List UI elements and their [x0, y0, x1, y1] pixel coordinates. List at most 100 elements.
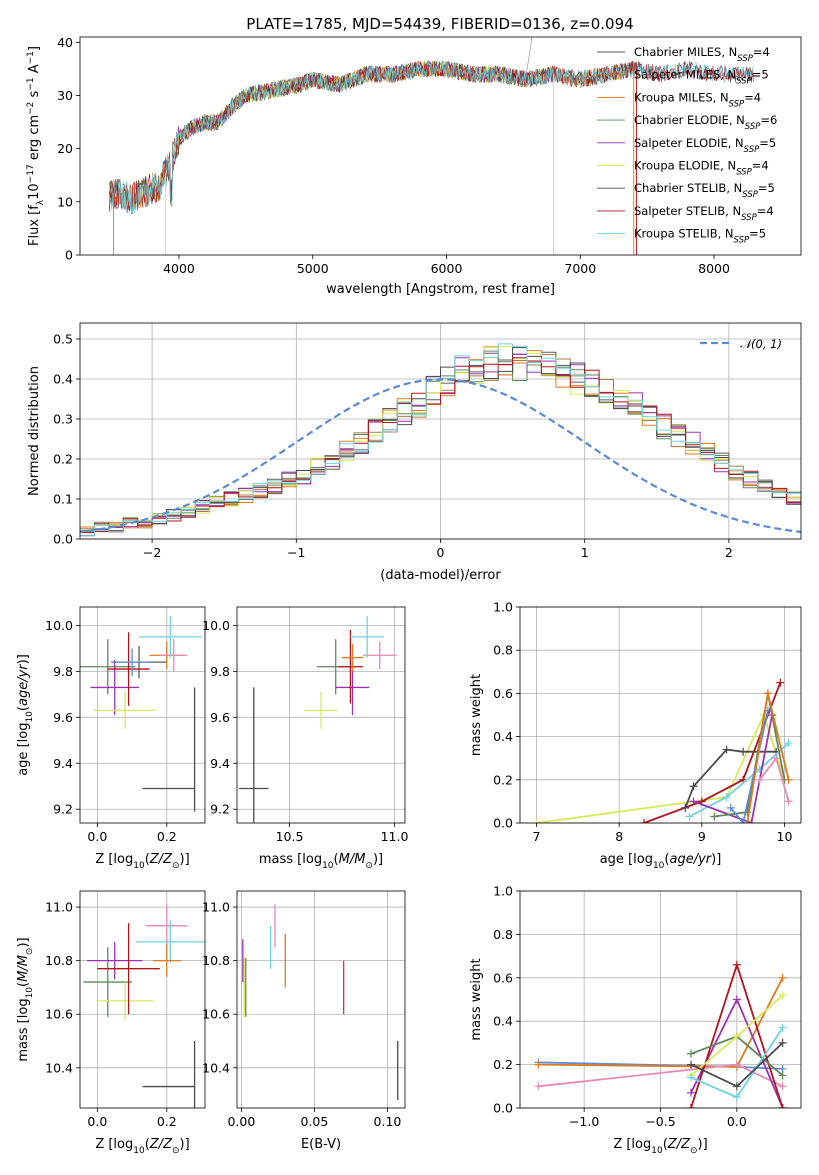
y-tick-label: 0.3 — [53, 412, 73, 427]
y-tick-label: 9.4 — [210, 756, 230, 771]
y-axis-label: age [log10(age/yr)] — [16, 654, 35, 776]
histogram-series — [80, 343, 801, 537]
legend-entry-suffix: =4 — [757, 204, 774, 218]
y-tick-label: 0 — [65, 248, 73, 263]
y-tick-label: 9.6 — [53, 710, 73, 725]
y-axis-label: Normed distribution — [27, 366, 42, 496]
weight-point-marker — [739, 819, 748, 823]
y-axis-label-part: 10 — [27, 183, 42, 200]
weight-point-marker — [778, 1038, 787, 1047]
weight-vs-z-plot-area — [534, 960, 787, 1108]
y-axis-label: mass weight — [469, 674, 484, 756]
y-tick-label: 10.6 — [202, 1007, 230, 1022]
x-tick-label: 0.00 — [227, 1114, 255, 1129]
y-axis-label-part: λ — [36, 199, 46, 205]
weight-point-marker — [687, 1104, 696, 1108]
weight-point-marker — [532, 819, 541, 823]
weight-point-marker — [755, 775, 764, 784]
y-tick-label: 10.6 — [45, 1007, 73, 1022]
legend-entry-suffix: =4 — [744, 90, 761, 104]
y-tick-label: 11.0 — [45, 900, 73, 915]
weight-point-marker — [687, 1073, 696, 1082]
x-axis-label-part: age [log — [600, 852, 653, 867]
histogram-series — [80, 346, 801, 532]
weight-point-marker — [778, 1082, 787, 1091]
legend-entry-sub: SSP — [745, 122, 761, 132]
x-tick-label: 1 — [581, 545, 589, 560]
x-axis-label-part: Z/Z — [149, 1137, 173, 1152]
x-axis-label: mass [log10(M/M⊙)] — [259, 852, 383, 871]
x-axis-label: Z [log10(Z/Z⊙)] — [613, 1137, 707, 1156]
y-tick-label: 10.4 — [45, 1060, 73, 1075]
weight-point-marker — [743, 819, 752, 823]
x-axis-label-part: ( — [663, 1137, 668, 1152]
y-tick-label: 10.0 — [202, 618, 230, 633]
y-tick-label: 0.6 — [493, 686, 513, 701]
figure-title: PLATE=1785, MJD=54439, FIBERID=0136, z=0… — [246, 15, 633, 33]
x-axis-label-part: Z/Z — [149, 852, 173, 867]
y-axis-label-part: ( — [16, 982, 31, 987]
weight-point-marker — [784, 797, 793, 806]
y-tick-label: 9.2 — [210, 802, 230, 817]
legend-entry-sub: SSP — [742, 190, 758, 200]
weight-point-marker — [739, 747, 748, 756]
y-axis-label-part: mass [log — [16, 998, 31, 1061]
y-tick-label: 0.0 — [493, 816, 513, 831]
x-axis-label-part: )] — [711, 852, 721, 867]
spectrum-plot-area — [109, 37, 755, 255]
x-tick-label: 0 — [437, 545, 445, 560]
mass-vs-ebv-axes-frame — [236, 890, 406, 1109]
y-tick-label: 9.8 — [53, 664, 73, 679]
weight-vs-z-panel: −1.0 −0.5 0.0 0.0 0.2 0.4 0.6 0.8 1.0 Z [log10(Z/… — [469, 884, 802, 1156]
x-tick-label: 7 — [533, 829, 541, 844]
x-axis-label-part: 10 — [133, 1146, 145, 1156]
age-vs-mass-plot-area — [239, 616, 397, 823]
x-tick-label: 0.05 — [301, 1114, 329, 1129]
mass-vs-z-plot-area — [83, 904, 205, 1108]
legend-entry-sub: SSP — [737, 54, 753, 64]
weight-point-marker — [687, 1060, 696, 1069]
weight-series-line — [693, 714, 773, 823]
legend-entry-label: Chabrier MILES, N — [634, 45, 737, 59]
x-axis-label-part: ⊙ — [365, 861, 373, 871]
x-axis-label: Z [log10(Z/Z⊙)] — [95, 852, 189, 871]
y-axis-label-part: )] — [16, 654, 31, 664]
x-tick-label: 0.2 — [157, 829, 177, 844]
residual-hist-plot-area — [80, 343, 801, 537]
x-axis-label: age [log10(age/yr)] — [600, 852, 722, 871]
x-axis-label-part: ( — [145, 852, 150, 867]
y-axis-label-part: )] — [16, 937, 31, 947]
y-tick-label: 20 — [57, 141, 73, 156]
weight-point-marker — [534, 1060, 543, 1069]
x-axis-label-part: 10 — [322, 861, 334, 871]
legend-entry-label: Kroupa ELODIE, N — [634, 159, 736, 173]
weight-point-marker — [681, 803, 690, 812]
legend-entry-suffix: =4 — [753, 45, 770, 59]
legend-entry-suffix: =5 — [749, 227, 766, 241]
x-tick-label: 0.0 — [87, 1114, 107, 1129]
y-axis-label-part: 10 — [25, 987, 35, 999]
y-tick-label: 11.0 — [202, 900, 230, 915]
x-tick-label: 0.0 — [727, 1114, 747, 1129]
legend-entry-sub: SSP — [741, 213, 757, 223]
y-axis-label-part: erg cm — [27, 115, 42, 164]
y-axis-label-part: −1 — [26, 51, 36, 64]
legend-entry: Salpeter STELIB, NSSP=4 — [634, 204, 774, 223]
weight-point-marker — [687, 1088, 696, 1097]
weight-point-marker — [747, 819, 756, 823]
weight-point-marker — [784, 775, 793, 784]
x-tick-label: 0.0 — [87, 829, 107, 844]
y-axis-label-part: ] — [27, 46, 42, 51]
y-axis-label: mass weight — [469, 958, 484, 1040]
weight-point-marker — [772, 754, 781, 763]
legend-entry-label: Kroupa STELIB, N — [634, 227, 734, 241]
x-tick-label: −1.0 — [569, 1114, 599, 1129]
y-tick-label: 0.4 — [53, 372, 73, 387]
weight-point-marker — [722, 745, 731, 754]
x-axis-label-part: Z [log — [95, 1137, 133, 1152]
x-axis-label-part: 10 — [133, 861, 145, 871]
x-tick-label: 7000 — [564, 261, 596, 276]
legend-entry-sub: SSP — [729, 99, 745, 109]
x-axis-label-part: )] — [180, 1137, 190, 1152]
spectrum-series-line — [109, 60, 755, 215]
